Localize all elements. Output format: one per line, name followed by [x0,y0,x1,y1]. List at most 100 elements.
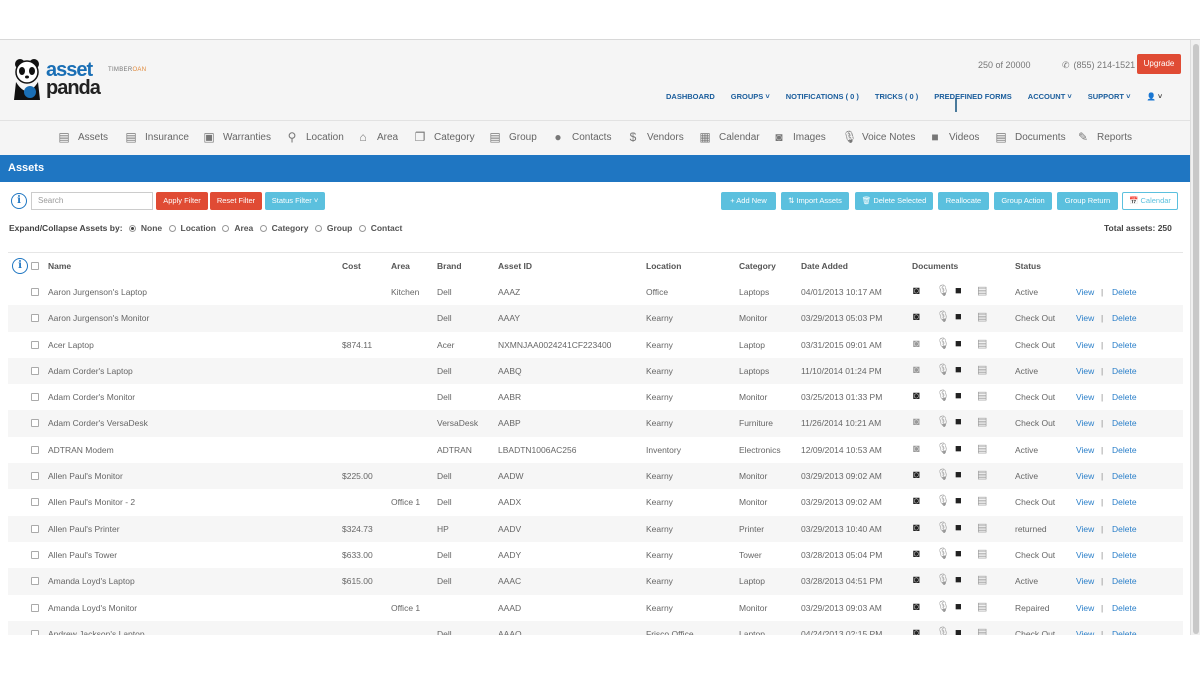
radio-location[interactable] [168,225,176,232]
reallocate-button[interactable]: Reallocate [938,192,989,210]
view-link[interactable]: View [1076,392,1095,403]
camera-icon[interactable]: ◙ [913,626,920,639]
col-name[interactable]: Name [48,261,72,271]
radio-area[interactable] [222,225,230,232]
col-asset-id[interactable]: Asset ID [498,261,533,271]
document-icon[interactable]: ▤ [977,600,988,613]
nav-groups[interactable]: GROUPS ˅ [730,92,770,101]
nav-tricks[interactable]: TRICKS ( 0 ) [874,92,919,101]
camera-icon[interactable]: ◙ [913,547,920,560]
video-icon[interactable]: ■ [955,416,962,429]
document-icon[interactable]: ▤ [977,442,988,455]
delete-link[interactable]: Delete [1112,523,1137,534]
microphone-icon[interactable]: 🎙 [936,574,950,587]
camera-icon[interactable]: ◙ [913,363,920,376]
row-checkbox[interactable] [31,524,39,533]
row-checkbox[interactable] [31,472,39,481]
col-documents[interactable]: Documents [912,261,959,271]
microphone-icon[interactable]: 🎙 [936,495,950,508]
microphone-icon[interactable]: 🎙 [936,363,950,376]
microphone-icon[interactable]: 🎙 [936,547,950,560]
view-link[interactable]: View [1076,444,1095,455]
table-row[interactable]: Allen Paul's Printer $324.73 HP AADV Kearny P… [8,515,1183,542]
view-link[interactable]: View [1076,418,1095,429]
status-filter-button[interactable]: Status Filter ˅ [265,192,325,210]
camera-icon[interactable]: ◙ [913,337,920,350]
reset-filter-button[interactable]: Reset Filter [210,192,262,210]
view-link[interactable]: View [1076,523,1095,534]
module-group[interactable]: ▤ Group [489,131,536,143]
camera-icon[interactable]: ◙ [913,469,920,482]
camera-icon[interactable]: ◙ [913,285,920,297]
delete-link[interactable]: Delete [1112,471,1137,482]
view-link[interactable]: View [1076,628,1095,639]
table-row[interactable]: Amanda Loyd's Monitor Office 1 AAAD Kearny M… [8,595,1183,621]
col-date-added[interactable]: Date Added [801,261,848,271]
delete-link[interactable]: Delete [1112,549,1137,560]
table-row[interactable]: Allen Paul's Monitor $225.00 Dell AADW Kearn… [8,463,1183,490]
module-videos[interactable]: ■ Videos [929,131,979,143]
row-checkbox[interactable] [31,340,39,349]
table-row[interactable]: Aaron Jurgenson's Laptop Kitchen Dell AAAZ O… [8,279,1183,305]
delete-link[interactable]: Delete [1112,392,1137,403]
microphone-icon[interactable]: 🎙 [936,390,950,403]
module-location[interactable]: ⚲ Location [286,131,344,143]
document-icon[interactable]: ▤ [977,469,988,482]
row-checkbox[interactable] [31,550,39,559]
video-icon[interactable]: ■ [955,285,962,297]
col-category[interactable]: Category [739,261,776,271]
microphone-icon[interactable]: 🎙 [936,521,950,534]
document-icon[interactable]: ▤ [977,337,988,350]
module-contacts[interactable]: ● Contacts [552,131,611,143]
delete-link[interactable]: Delete [1112,418,1137,429]
upgrade-button[interactable]: Upgrade [1137,54,1181,74]
delete-link[interactable]: Delete [1112,628,1137,639]
calendar-button[interactable]: 📅 Calendar [1122,192,1178,210]
microphone-icon[interactable]: 🎙 [936,311,950,324]
radio-group[interactable] [314,225,322,232]
module-calendar[interactable]: ▦ Calendar [699,131,759,143]
view-link[interactable]: View [1076,287,1095,297]
microphone-icon[interactable]: 🎙 [936,337,950,350]
microphone-icon[interactable]: 🎙 [936,600,950,613]
info-icon[interactable]: i [11,193,27,209]
page-scrollbar[interactable] [1190,40,1200,635]
nav-notifications[interactable]: NOTIFICATIONS ( 0 ) [785,92,859,101]
row-checkbox[interactable] [31,445,39,454]
video-icon[interactable]: ■ [955,337,962,350]
module-reports[interactable]: ✎ Reports [1077,131,1132,143]
delete-link[interactable]: Delete [1112,287,1137,297]
video-icon[interactable]: ■ [955,600,962,613]
module-images[interactable]: ◙ Images [773,131,825,143]
module-warranties[interactable]: ▣ Warranties [203,131,271,143]
table-row[interactable]: Aaron Jurgenson's Monitor Dell AAAY Kearny M… [8,305,1183,332]
delete-link[interactable]: Delete [1112,444,1137,455]
video-icon[interactable]: ■ [955,469,962,482]
row-checkbox[interactable] [31,366,39,375]
video-icon[interactable]: ■ [955,574,962,587]
import-assets-button[interactable]: ⇅ Import Assets [781,192,849,210]
delete-link[interactable]: Delete [1112,313,1137,324]
table-row[interactable]: Adam Corder's Monitor Dell AABR Kearny Monit… [8,384,1183,410]
info-icon[interactable]: i [12,258,28,274]
module-area[interactable]: ⌂ Area [357,131,398,143]
row-checkbox[interactable] [31,419,39,428]
delete-link[interactable]: Delete [1112,576,1137,587]
view-link[interactable]: View [1076,339,1095,350]
microphone-icon[interactable]: 🎙 [936,416,950,429]
module-vendors[interactable]: $ Vendors [627,131,684,143]
table-row[interactable]: Allen Paul's Tower $633.00 Dell AADY Kearny T… [8,542,1183,568]
col-area[interactable]: Area [391,261,410,271]
video-icon[interactable]: ■ [955,626,962,639]
module-insurance[interactable]: ▤ Insurance [125,131,189,143]
delete-selected-button[interactable]: 🗑 Delete Selected [855,192,933,210]
asset-panda-logo[interactable]: asset panda [10,56,105,106]
nav-predefined-forms[interactable]: PREDEFINED FORMS [934,92,1012,101]
table-row[interactable]: Amanda Loyd's Laptop $615.00 Dell AAAC Kearn… [8,568,1183,595]
document-icon[interactable]: ▤ [977,547,988,560]
video-icon[interactable]: ■ [955,547,962,560]
nav-support[interactable]: SUPPORT ˅ [1087,92,1131,101]
scrollbar-thumb[interactable] [1193,44,1199,634]
camera-icon[interactable]: ◙ [913,495,920,508]
radio-none[interactable] [128,225,136,232]
